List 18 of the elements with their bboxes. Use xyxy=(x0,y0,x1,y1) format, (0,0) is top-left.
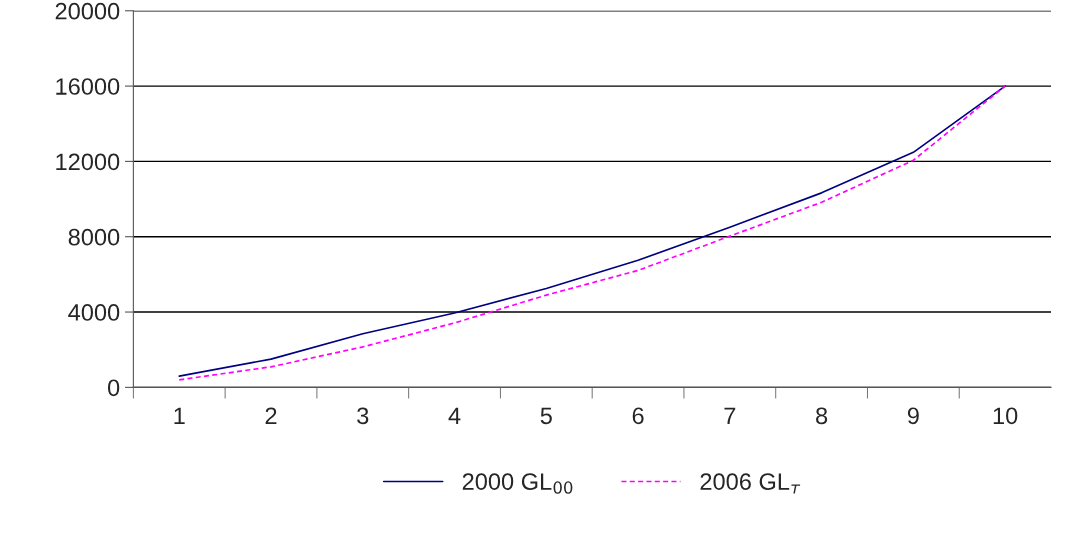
x-tick-label: 10 xyxy=(993,407,1018,425)
x-tick-label: 4 xyxy=(448,407,461,424)
y-tick-label: 16000 xyxy=(56,78,120,95)
x-tick-label: 8 xyxy=(816,407,828,425)
y-tick-label: 0 xyxy=(107,379,120,397)
x-tick-label: 1 xyxy=(174,407,185,424)
x-tick-label: 7 xyxy=(724,407,736,424)
y-tick-label: 4000 xyxy=(68,304,120,321)
legend-label: 2000 GL$_{00}$ xyxy=(462,473,573,494)
y-tick-label: 8000 xyxy=(68,228,120,246)
x-tick-label: 6 xyxy=(632,407,644,425)
legend-label: 2006 GL$_{т}$ xyxy=(700,473,801,494)
x-tick-label: 3 xyxy=(357,407,369,425)
x-tick-label: 5 xyxy=(540,407,552,425)
x-tick-label: 9 xyxy=(907,407,919,425)
y-tick-label: 12000 xyxy=(56,153,120,171)
x-tick-label: 2 xyxy=(265,407,277,424)
y-tick-label: 20000 xyxy=(55,2,120,20)
